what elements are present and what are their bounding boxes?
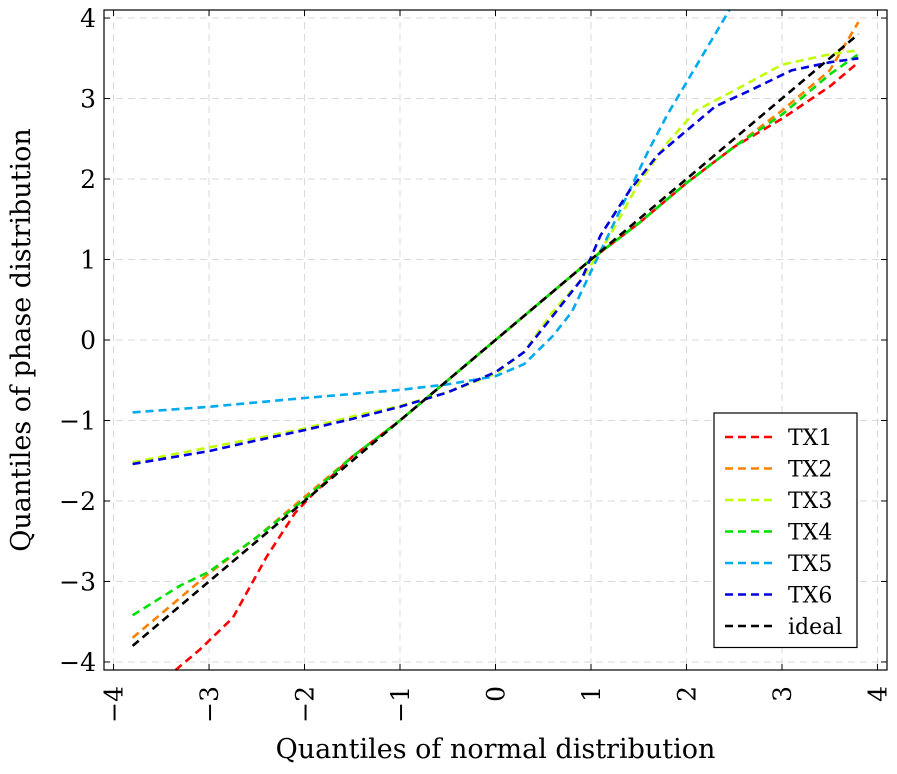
y-tick-label: 4	[80, 4, 96, 33]
y-tick-label: 1	[80, 246, 96, 275]
y-tick-label: −4	[59, 648, 96, 677]
plot-frame	[103, 9, 888, 671]
y-axis-title: Quantiles of phase distribution	[6, 128, 37, 552]
x-axis-title: Quantiles of normal distribution	[276, 734, 716, 765]
x-tick-label: 3	[768, 686, 797, 702]
x-tick-label: 4	[863, 686, 892, 702]
axis-ticks	[104, 10, 887, 670]
x-tick-label: 1	[577, 686, 606, 702]
x-tick-label: −2	[291, 686, 320, 723]
y-tick-label: 2	[80, 165, 96, 194]
x-tick-label: 2	[672, 686, 701, 702]
y-tick-label: −3	[59, 567, 96, 596]
legend-box	[713, 412, 858, 649]
legend-label: TX2	[788, 458, 832, 483]
legend-label: TX4	[788, 521, 832, 546]
series-line-tx6	[132, 57, 859, 466]
legend-label: ideal	[788, 615, 842, 640]
legend: TX1 TX2 TX3 TX4 TX5 TX6 ideal	[713, 412, 858, 649]
legend-label: TX3	[788, 489, 832, 514]
legend-label: TX5	[788, 552, 832, 577]
y-tick-labels: −4 −3 −2 −1 0 1 2 3 4	[59, 4, 96, 677]
x-tick-label: −3	[195, 686, 224, 723]
legend-label: TX1	[788, 426, 832, 451]
y-tick-label: 3	[80, 85, 96, 114]
y-tick-label: 0	[80, 326, 96, 355]
x-tick-labels: −4 −3 −2 −1 0 1 2 3 4	[100, 686, 893, 723]
x-tick-label: −1	[386, 686, 415, 723]
y-tick-label: −1	[59, 406, 96, 435]
series-line-ideal	[131, 33, 860, 647]
legend-label: TX6	[788, 584, 832, 609]
y-tick-label: −2	[59, 487, 96, 516]
x-tick-label: −4	[100, 686, 129, 723]
series-line-tx5	[132, 9, 731, 414]
series-line-tx3	[132, 48, 859, 464]
x-tick-label: 0	[482, 686, 511, 702]
plot-series	[131, 9, 860, 671]
